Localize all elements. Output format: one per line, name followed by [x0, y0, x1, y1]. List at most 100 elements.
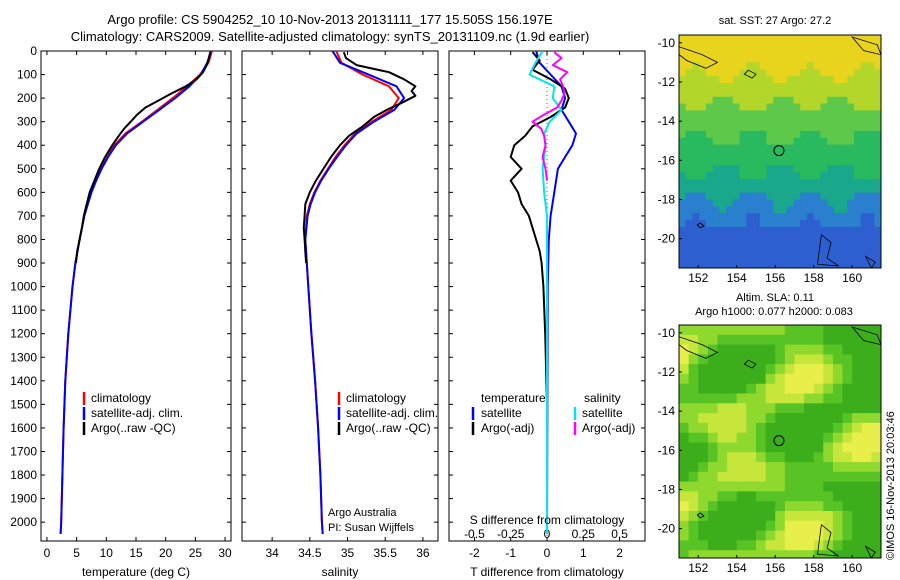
map-cell: [780, 158, 788, 166]
map-cell: [688, 511, 699, 522]
map-cell: [840, 130, 848, 139]
map-cell: [786, 48, 794, 56]
map-cell: [847, 41, 855, 50]
map-cell: [860, 226, 868, 235]
map-cell: [860, 151, 868, 159]
map-cell: [840, 96, 848, 104]
map-cell: [867, 254, 875, 262]
map-cell: [739, 117, 747, 125]
map-cell: [827, 103, 835, 111]
argo-position-marker: [773, 435, 785, 447]
map-cell: [759, 178, 767, 187]
map-cell: [685, 158, 693, 166]
map-cell: [827, 130, 835, 139]
map-cell: [739, 226, 747, 235]
map-cell: [692, 192, 700, 200]
map-cell: [775, 383, 786, 394]
series-line-satellite-adj-clim-: [304, 51, 406, 534]
map-cell: [775, 354, 786, 365]
map-cell: [759, 192, 767, 200]
series-line-satellite-adj-clim-: [59, 51, 212, 534]
map-cell: [727, 491, 738, 502]
map-cell: [679, 550, 689, 558]
map-cell: [766, 83, 774, 91]
map-cell: [727, 422, 738, 434]
map-cell: [707, 481, 718, 492]
map-cell: [833, 233, 841, 241]
map-cell: [867, 226, 875, 235]
map-cell: [753, 206, 761, 214]
map-cell: [832, 442, 843, 453]
map-cell: [854, 158, 862, 166]
map-cell: [804, 413, 814, 424]
map-cell: [794, 540, 805, 551]
map-cell: [861, 354, 872, 365]
map-cell: [833, 117, 841, 125]
map-cell: [679, 226, 687, 235]
map-y-tick-label: -12: [658, 75, 676, 89]
map-cell: [780, 261, 788, 268]
map-cell: [705, 48, 713, 56]
map-cell: [854, 83, 862, 91]
map-cell: [692, 89, 700, 98]
map-cell: [881, 145, 888, 152]
map-cell: [847, 89, 855, 98]
map-cell: [874, 220, 881, 228]
map-cell: [692, 69, 700, 77]
map-cell: [854, 199, 862, 207]
map-cell: [705, 89, 713, 98]
map-cell: [727, 442, 738, 453]
legend-label: climatology: [346, 391, 406, 405]
map-cell: [854, 226, 862, 235]
map-cell: [726, 178, 734, 187]
map-cell: [732, 130, 740, 139]
map-cell: [727, 471, 738, 482]
map-cell: [707, 442, 718, 453]
map-cell: [712, 213, 720, 221]
map-cell: [688, 344, 699, 355]
map-cell: [833, 48, 841, 56]
map-cell: [699, 35, 707, 43]
map-cell: [823, 334, 834, 345]
map-cell: [753, 185, 761, 194]
map-cell: [832, 364, 843, 375]
map-cell: [813, 383, 824, 394]
map-cell: [881, 35, 888, 42]
map-cell: [765, 511, 776, 522]
map-cell: [854, 165, 862, 173]
map-cell: [773, 55, 781, 63]
map-cell: [679, 220, 687, 228]
argo-position-marker: [773, 145, 785, 157]
map-cell: [820, 137, 828, 146]
map-cell: [712, 137, 720, 146]
map-cell: [775, 403, 786, 414]
map-cell: [852, 501, 863, 512]
map-cell: [773, 254, 781, 262]
map-cell: [860, 117, 868, 125]
map-cell: [712, 151, 720, 159]
map-cell: [717, 383, 728, 394]
map-cell: [780, 124, 788, 132]
map-cell: [753, 247, 761, 255]
map-cell: [698, 413, 709, 424]
map-cell: [753, 199, 761, 207]
map-cell: [881, 83, 888, 90]
map-cell: [806, 165, 814, 173]
map-cell: [847, 165, 855, 173]
map-cell: [813, 41, 821, 50]
map-cell: [861, 403, 872, 414]
map-cell: [756, 432, 766, 443]
map-cell: [860, 240, 868, 248]
map-cell: [847, 35, 855, 43]
map-cell: [685, 185, 693, 194]
map-cell: [793, 130, 801, 139]
map-cell: [871, 501, 881, 512]
map-cell: [813, 89, 821, 98]
map-cell: [860, 69, 868, 77]
map-cell: [726, 41, 734, 50]
map-cell: [804, 373, 814, 385]
map-cell: [806, 247, 814, 255]
map-cell: [727, 334, 738, 345]
map-cell: [746, 511, 757, 522]
map-cell: [707, 511, 718, 522]
